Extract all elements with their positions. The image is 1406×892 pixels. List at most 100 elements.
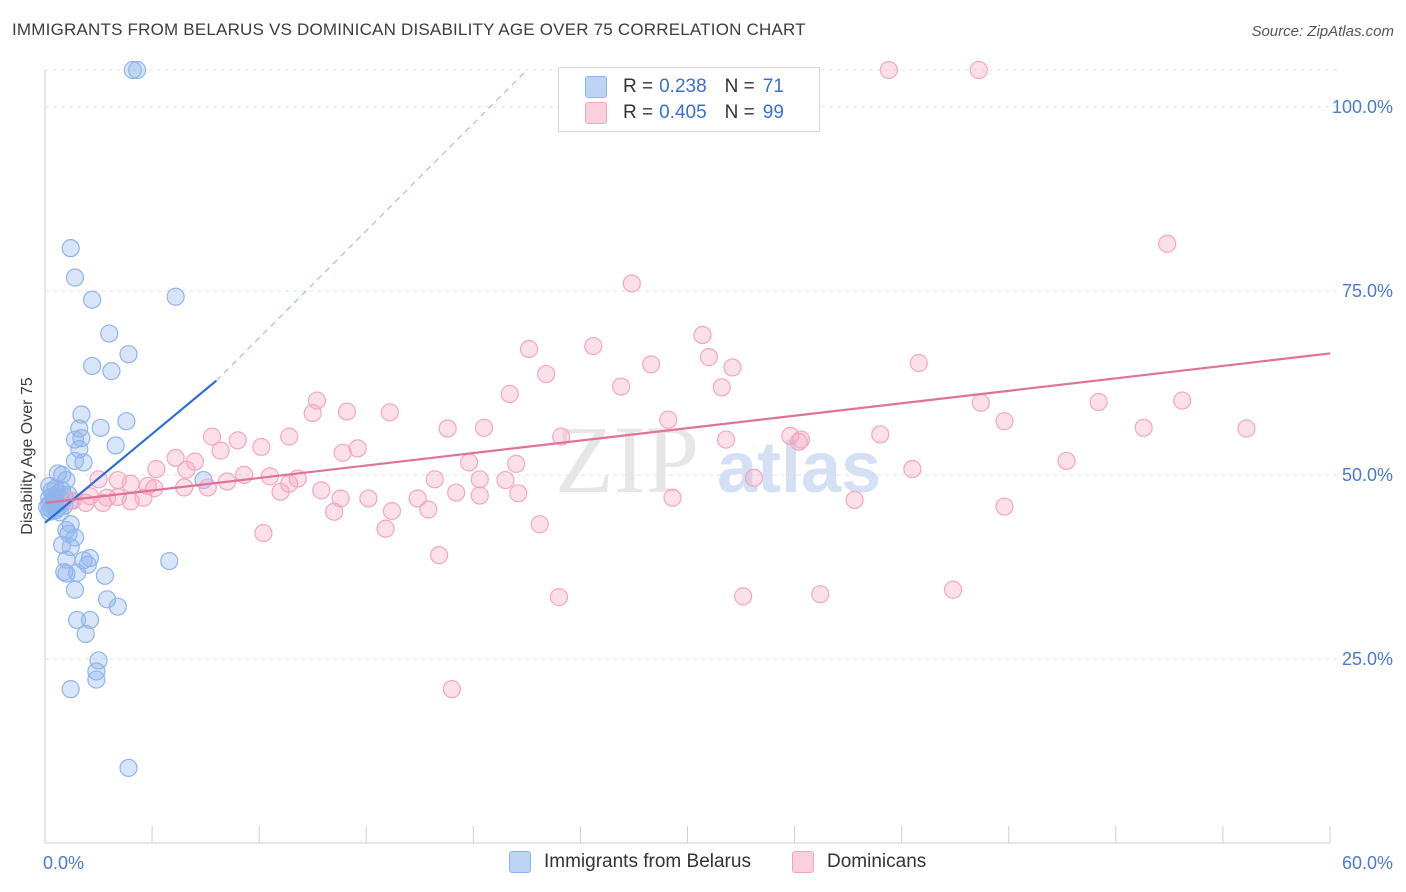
series-1 <box>63 60 1256 699</box>
point-1-2 <box>1158 234 1177 253</box>
trend-lines <box>44 69 1331 524</box>
point-1-7 <box>699 348 719 367</box>
point-1-92 <box>549 588 569 607</box>
series-legend: Immigrants from Belarus Dominicans <box>0 851 1406 877</box>
point-1-74 <box>845 490 864 510</box>
correlation-legend: R = 0.238 N = 71 R = 0.405 N = 99 <box>558 67 820 132</box>
legend-swatch-dominicans <box>585 102 607 124</box>
legend-r-label: R = <box>623 102 654 123</box>
point-1-12 <box>612 377 631 396</box>
y-tick-label-0: 25.0% <box>1342 649 1393 669</box>
point-0-62 <box>95 566 115 585</box>
watermark: ZIP atlas <box>555 406 881 513</box>
point-1-52 <box>470 470 489 489</box>
series-legend-dominicans[interactable]: Dominicans <box>792 851 926 873</box>
point-0-0 <box>123 60 142 80</box>
legend-r-value: 0.238 <box>659 76 707 97</box>
point-1-46 <box>507 454 526 473</box>
point-1-61 <box>198 478 217 497</box>
series-legend-label: Dominicans <box>827 851 927 872</box>
point-0-69 <box>89 651 108 670</box>
point-1-4 <box>693 325 712 345</box>
point-1-11 <box>537 364 556 384</box>
legend-row-belarus: R = 0.238 N = 71 <box>585 74 784 100</box>
point-1-3 <box>622 274 641 293</box>
point-1-9 <box>723 358 742 377</box>
legend-r-label: R = <box>623 76 654 97</box>
point-0-71 <box>87 670 106 689</box>
point-1-94 <box>943 580 963 599</box>
point-1-24 <box>438 419 457 438</box>
point-1-68 <box>359 489 378 508</box>
point-1-27 <box>1237 419 1256 438</box>
point-0-6 <box>100 324 119 343</box>
trend-extension-0 <box>215 69 528 382</box>
point-0-67 <box>80 610 100 630</box>
legend-r-value: 0.405 <box>659 102 707 123</box>
y-axis-label: Disability Age Over 75 <box>19 377 36 535</box>
grid-lines <box>45 69 1340 660</box>
point-1-10 <box>909 353 928 373</box>
point-0-15 <box>65 430 85 449</box>
series-legend-belarus[interactable]: Immigrants from Belarus <box>509 851 751 873</box>
series-swatch-dominicans <box>792 851 814 873</box>
point-1-25 <box>474 418 494 437</box>
point-1-20 <box>380 403 399 422</box>
point-1-29 <box>228 431 247 450</box>
point-1-86 <box>995 497 1014 516</box>
point-1-85 <box>419 500 438 519</box>
point-1-30 <box>280 427 299 446</box>
point-0-61 <box>68 563 87 582</box>
point-1-55 <box>903 459 922 479</box>
point-1-8 <box>641 355 661 374</box>
point-1-82 <box>108 487 127 507</box>
point-1-44 <box>147 459 166 479</box>
point-1-53 <box>496 470 515 490</box>
point-0-4 <box>83 290 102 309</box>
point-1-37 <box>252 437 271 457</box>
point-1-58 <box>121 474 140 493</box>
point-1-18 <box>1173 391 1192 410</box>
point-1-40 <box>211 441 230 460</box>
point-1-26 <box>1134 418 1153 437</box>
point-1-43 <box>177 460 196 479</box>
x-tick-label-1: 60.0% <box>1342 853 1393 873</box>
point-0-7 <box>119 345 138 364</box>
point-1-66 <box>312 481 331 500</box>
point-1-28 <box>202 427 222 446</box>
point-1-91 <box>811 585 830 604</box>
point-0-9 <box>102 362 121 381</box>
point-0-19 <box>65 451 85 471</box>
point-1-5 <box>519 339 539 359</box>
point-0-2 <box>61 239 80 258</box>
point-1-17 <box>1089 392 1108 412</box>
point-1-71 <box>470 486 489 505</box>
point-1-70 <box>447 483 466 502</box>
axes <box>44 70 1331 844</box>
trend-line-1 <box>44 352 1331 504</box>
point-1-14 <box>500 384 519 404</box>
point-1-65 <box>271 482 290 501</box>
point-1-39 <box>348 439 367 458</box>
point-1-93 <box>734 587 753 606</box>
point-0-72 <box>61 680 80 699</box>
x-tick-label-0: 0.0% <box>43 853 84 873</box>
legend-n-value: 99 <box>762 102 784 123</box>
point-1-90 <box>429 546 449 565</box>
point-0-8 <box>83 356 102 376</box>
point-0-66 <box>68 610 87 630</box>
point-1-47 <box>1057 451 1076 471</box>
point-0-5 <box>166 287 185 306</box>
point-1-23 <box>995 412 1014 431</box>
point-0-16 <box>106 436 125 455</box>
point-0-1 <box>127 60 147 80</box>
series-legend-label: Immigrants from Belarus <box>544 851 751 872</box>
point-0-73 <box>119 758 138 778</box>
point-0-64 <box>98 590 117 609</box>
point-1-31 <box>552 427 571 446</box>
point-0-10 <box>72 405 91 424</box>
point-1-6 <box>584 336 603 356</box>
point-1-21 <box>303 403 322 423</box>
point-1-84 <box>382 501 402 521</box>
